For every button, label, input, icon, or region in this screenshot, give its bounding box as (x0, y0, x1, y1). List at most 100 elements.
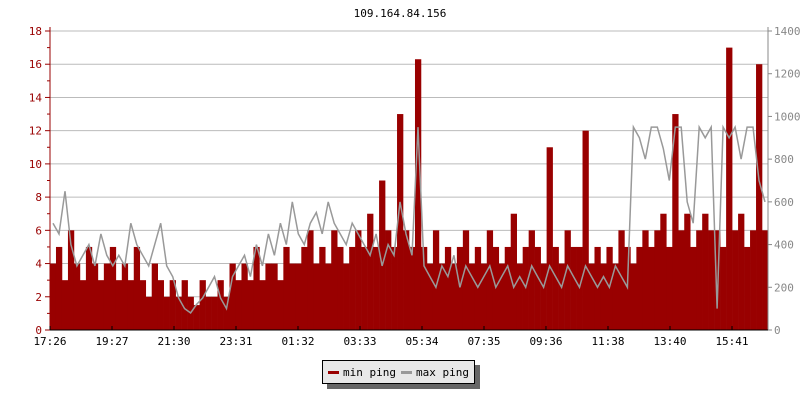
min-ping-bar (618, 230, 625, 330)
min-ping-bar (696, 230, 703, 330)
min-ping-bar (325, 263, 332, 330)
min-ping-bar (546, 147, 553, 330)
min-ping-bar (223, 296, 230, 330)
min-ping-bar (726, 47, 733, 330)
min-ping-bar (438, 263, 446, 330)
min-ping-bar (259, 280, 266, 330)
min-ping-bar (642, 230, 649, 330)
min-ping-bar (91, 263, 99, 330)
min-ping-bar (127, 280, 135, 330)
min-ping-bar (600, 263, 607, 330)
legend-label-max: max ping (415, 365, 469, 379)
min-ping-bar (277, 280, 284, 330)
min-ping-bar (181, 280, 188, 330)
x-tick-label: 05:34 (405, 335, 438, 348)
min-ping-bar (636, 246, 643, 330)
y-left-tick-label: 12 (29, 125, 42, 138)
min-ping-bar (121, 263, 129, 330)
y-left-tick-label: 0 (35, 324, 42, 337)
y-left-tick-label: 18 (29, 25, 42, 38)
min-ping-bar (283, 246, 290, 330)
min-ping-bar (486, 230, 494, 330)
min-ping-bar (450, 263, 458, 330)
x-tick-label: 01:32 (281, 335, 314, 348)
y-left-tick-label: 16 (29, 58, 42, 71)
min-ping-bar (744, 246, 751, 330)
y-right-tick-label: 1400 (774, 25, 800, 38)
min-ping-bar (109, 246, 117, 330)
min-ping-bar (145, 296, 153, 330)
min-ping-bar (61, 280, 69, 330)
y-left-tick-label: 2 (35, 291, 42, 304)
min-ping-bar (690, 246, 697, 330)
min-ping-bar (205, 296, 212, 330)
min-ping-bar (337, 246, 344, 330)
min-ping-bar (468, 263, 476, 330)
x-tick-label: 07:35 (467, 335, 500, 348)
min-ping-bar (397, 114, 404, 330)
x-tick-label: 21:30 (157, 335, 190, 348)
min-ping-bar (385, 230, 392, 330)
min-ping-bar (552, 246, 559, 330)
min-ping-bar (702, 213, 709, 330)
min-ping-bar (654, 230, 661, 330)
min-ping-bar (540, 263, 547, 330)
min-ping-bar (612, 263, 619, 330)
min-ping-bar (247, 280, 254, 330)
x-tick-label: 15:41 (715, 335, 748, 348)
min-ping-bar (139, 280, 147, 330)
y-left-tick-label: 14 (29, 91, 43, 104)
y-right-tick-label: 1000 (774, 110, 800, 123)
legend-swatch-max (400, 370, 412, 374)
x-tick-label: 11:38 (591, 335, 624, 348)
min-ping-bar (199, 280, 206, 330)
min-ping-bar (217, 280, 224, 330)
min-ping-bar (79, 280, 87, 330)
min-ping-bar (307, 230, 314, 330)
min-ping-bar (193, 305, 200, 330)
y-right-tick-label: 400 (774, 239, 794, 252)
min-ping-bar (115, 280, 123, 330)
min-ping-bar (414, 59, 422, 330)
min-ping-bar (588, 263, 595, 330)
min-ping-bar (750, 230, 757, 330)
min-ping-bar (660, 213, 667, 330)
min-ping-bar (462, 230, 470, 330)
min-ping-bar (67, 230, 75, 330)
y-left-tick-label: 4 (35, 258, 42, 271)
min-ping-bar (432, 230, 440, 330)
min-ping-bar (235, 280, 242, 330)
min-ping-bar (456, 246, 464, 330)
min-ping-bar (349, 246, 356, 330)
min-ping-bar (738, 213, 745, 330)
min-ping-bar (558, 263, 565, 330)
min-ping-bar (157, 280, 164, 330)
min-ping-bar (762, 230, 769, 330)
min-ping-bar (708, 230, 715, 330)
min-ping-bar (211, 296, 218, 330)
y-right-tick-label: 0 (774, 324, 781, 337)
min-ping-bar (301, 246, 308, 330)
y-left-tick-label: 8 (35, 191, 42, 204)
min-ping-bar (361, 246, 368, 330)
y-right-tick-label: 1200 (774, 68, 800, 81)
min-ping-bar (85, 246, 93, 330)
legend-swatch-min (328, 370, 339, 374)
min-ping-bar (331, 230, 338, 330)
min-ping-bar (409, 246, 416, 330)
min-ping-bar (516, 263, 523, 330)
max-ping-line (52, 124, 766, 314)
min-ping-bar (295, 263, 302, 330)
min-ping-bar (666, 246, 673, 330)
min-ping-bar (630, 263, 637, 330)
min-ping-bar (426, 263, 434, 330)
min-ping-bar (420, 246, 428, 330)
min-ping-bar (133, 246, 141, 330)
x-tick-label: 09:36 (529, 335, 562, 348)
chart-title: 109.164.84.156 (354, 7, 447, 20)
min-ping-bar (720, 246, 727, 330)
min-ping-bar (169, 280, 176, 330)
x-tick-label: 23:31 (219, 335, 252, 348)
